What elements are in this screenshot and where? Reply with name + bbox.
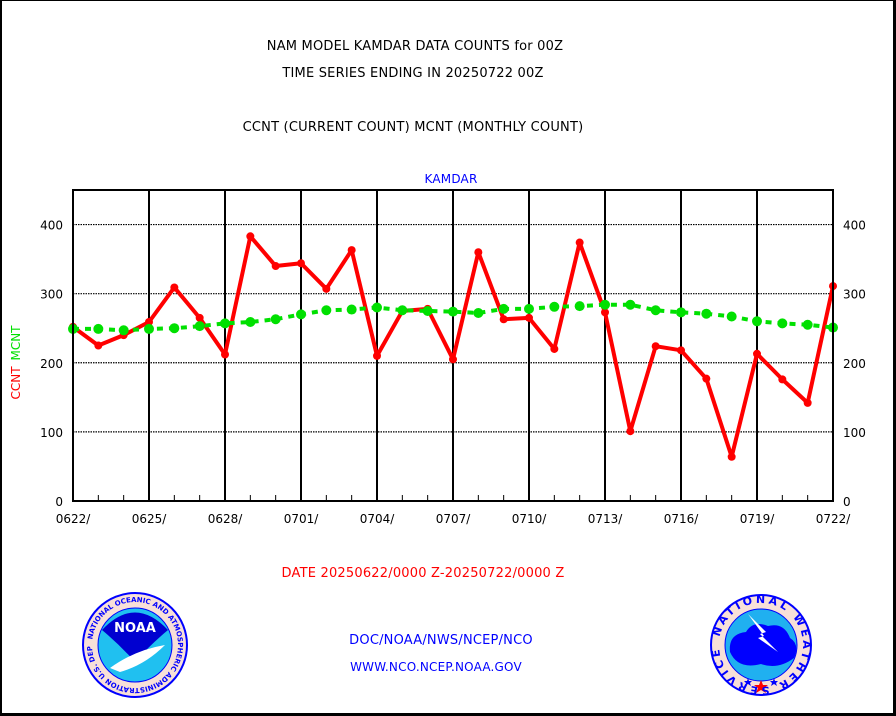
x-tick-label: 0716/: [664, 512, 700, 526]
data-point-ccnt: [575, 238, 584, 247]
y-tick-label-right: 200: [843, 357, 866, 371]
data-point-mcnt: [144, 323, 154, 334]
data-point-ccnt: [677, 346, 685, 355]
data-point-mcnt: [650, 305, 661, 316]
footer-url[interactable]: WWW.NCO.NCEP.NOAA.GOV: [350, 660, 522, 674]
data-point-ccnt: [601, 308, 609, 317]
x-tick-label: 0622/: [56, 512, 92, 526]
data-point-ccnt: [474, 248, 483, 257]
data-point-ccnt: [195, 313, 204, 322]
data-point-mcnt: [777, 318, 788, 329]
y-tick-label-left: 200: [40, 357, 63, 371]
data-point-ccnt: [449, 355, 457, 364]
data-point-mcnt: [473, 308, 484, 319]
data-point-mcnt: [752, 316, 762, 327]
y-tick-label-left: 0: [55, 495, 63, 509]
data-point-ccnt: [525, 313, 533, 322]
data-point-mcnt: [701, 308, 712, 319]
y-tick-label-right: 100: [843, 426, 866, 440]
data-point-ccnt: [626, 427, 635, 436]
data-point-ccnt: [170, 283, 179, 292]
data-point-ccnt: [727, 452, 736, 461]
data-point-mcnt: [498, 303, 509, 314]
data-point-mcnt: [372, 302, 382, 313]
data-point-ccnt: [246, 232, 255, 241]
x-tick-label: 0710/: [512, 512, 548, 526]
y-tick-label-left: 300: [40, 288, 63, 302]
y-axis-label-ccnt: CCNT: [9, 366, 23, 400]
data-point-mcnt: [802, 319, 813, 330]
axis-layer: 0 0 100 100 200 200 300 300 400 400 0622/0625/0628…: [40, 189, 866, 526]
data-point-ccnt: [373, 351, 381, 360]
data-point-mcnt: [194, 321, 205, 332]
data-point-mcnt: [726, 311, 737, 322]
data-point-ccnt: [347, 246, 356, 255]
x-tick-label: 0722/: [816, 512, 852, 526]
data-point-mcnt: [625, 299, 636, 310]
x-tick-label: 0713/: [588, 512, 624, 526]
data-point-mcnt: [676, 307, 686, 318]
data-point-ccnt: [651, 342, 660, 351]
data-point-ccnt: [221, 350, 229, 359]
data-point-mcnt: [169, 323, 180, 334]
series-layer: [68, 232, 838, 461]
data-point-mcnt: [422, 305, 433, 316]
data-point-ccnt: [322, 284, 331, 293]
data-point-ccnt: [94, 341, 103, 350]
data-point-mcnt: [549, 301, 560, 312]
data-point-mcnt: [245, 317, 256, 328]
y-tick-label-left: 400: [40, 219, 63, 233]
x-tick-label: 0628/: [208, 512, 244, 526]
data-point-ccnt: [702, 374, 711, 383]
data-point-ccnt: [778, 375, 787, 384]
chart-title: NAM MODEL KAMDAR DATA COUNTS for 00Z: [266, 39, 564, 54]
x-tick-label: 0707/: [436, 512, 472, 526]
data-point-mcnt: [321, 305, 332, 316]
footer-org: DOC/NOAA/NWS/NCEP/NCO: [349, 633, 533, 648]
chart-legend-description: CCNT (CURRENT COUNT) MCNT (MONTHLY COUNT…: [242, 120, 584, 135]
data-point-mcnt: [118, 325, 129, 336]
data-point-mcnt: [296, 309, 306, 320]
data-point-ccnt: [753, 349, 761, 358]
data-point-mcnt: [524, 303, 534, 314]
grid-layer: [72, 190, 834, 501]
y-tick-label-right: 0: [843, 495, 851, 509]
y-tick-label-left: 100: [40, 426, 63, 440]
plot-border: [72, 189, 834, 502]
nws-logo-icon: NATIONAL WEATHER SERVICE: [709, 593, 812, 697]
x-tick-label: 0625/: [132, 512, 168, 526]
y-tick-label-right: 300: [843, 288, 866, 302]
data-point-ccnt: [271, 262, 280, 271]
station-label: KAMDAR: [424, 172, 478, 186]
data-point-ccnt: [145, 318, 153, 327]
data-point-mcnt: [397, 305, 408, 316]
data-point-mcnt: [270, 314, 281, 325]
x-tick-label: 0719/: [740, 512, 776, 526]
data-point-mcnt: [448, 306, 458, 317]
noaa-logo-icon: NOAA NATIONAL OCEANIC AND ATMOSPHERIC AD…: [80, 590, 188, 698]
data-point-ccnt: [550, 344, 559, 353]
chart-subtitle: TIME SERIES ENDING IN 20250722 00Z: [282, 66, 544, 81]
y-axis-label-mcnt: MCNT: [9, 325, 23, 361]
data-point-ccnt: [803, 398, 812, 407]
x-tick-label: 0704/: [360, 512, 396, 526]
y-axis-label: CCNT MCNT: [9, 325, 23, 400]
data-point-mcnt: [220, 318, 230, 329]
data-point-mcnt: [346, 304, 357, 315]
data-point-ccnt: [499, 315, 508, 324]
data-point-ccnt: [297, 259, 305, 268]
data-point-mcnt: [574, 301, 585, 312]
x-tick-label: 0701/: [284, 512, 320, 526]
data-point-mcnt: [93, 323, 104, 334]
y-tick-label-right: 400: [843, 219, 866, 233]
date-range-label: DATE 20250622/0000 Z-20250722/0000 Z: [281, 566, 565, 581]
noaa-logo-text: NOAA: [114, 621, 156, 636]
data-point-mcnt: [600, 299, 610, 310]
